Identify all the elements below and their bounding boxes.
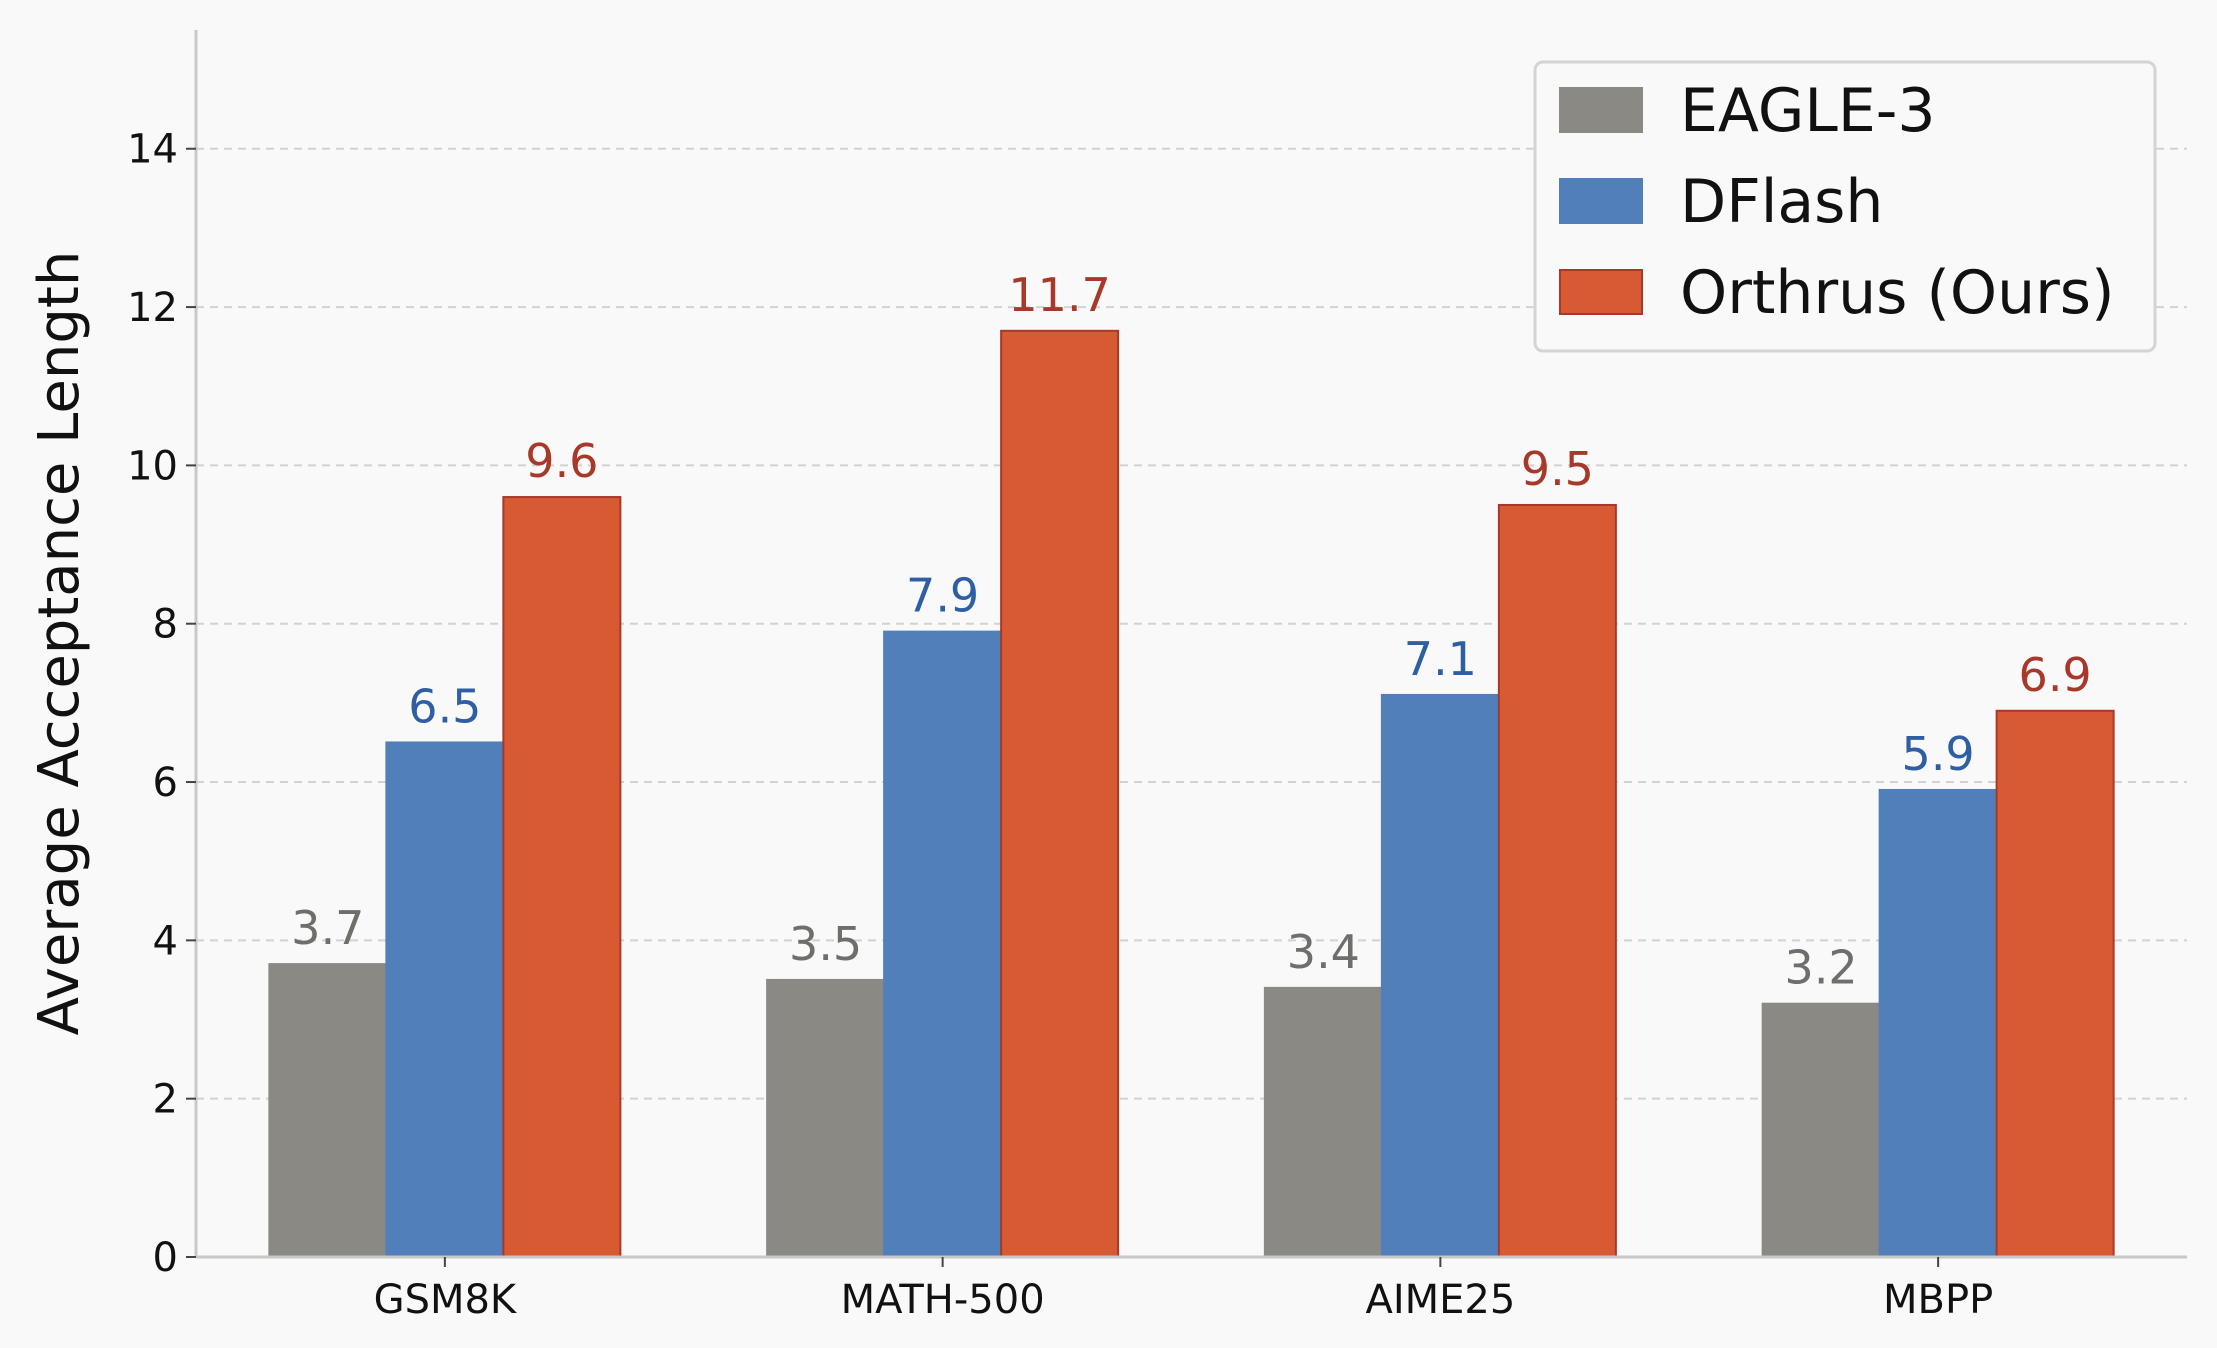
y-tick-label: 6 — [153, 760, 178, 806]
bar-value-label: 9.6 — [525, 434, 598, 488]
y-tick-label: 10 — [127, 443, 178, 489]
y-tick-labels: 0 2 4 6 8 10 12 14 — [127, 127, 196, 1281]
bar-value-label: 7.9 — [906, 569, 979, 623]
bar-value-label: 3.4 — [1287, 925, 1360, 979]
legend-label: DFlash — [1680, 167, 1883, 237]
bar — [1878, 788, 1998, 1258]
y-tick-label: 4 — [153, 918, 178, 964]
legend: EAGLE-3 DFlash Orthrus (Ours) — [1533, 60, 2157, 353]
axes — [194, 30, 2187, 1259]
legend-label: EAGLE-3 — [1680, 76, 1936, 146]
bar-value-label: 9.5 — [1521, 442, 1594, 496]
bar — [883, 630, 1003, 1258]
bar-value-label: 3.2 — [1785, 941, 1858, 995]
x-tick-label: MBPP — [1883, 1277, 1993, 1323]
bar-value-label: 5.9 — [1902, 727, 1975, 781]
x-tick-label: MATH-500 — [841, 1277, 1045, 1323]
bar — [1000, 329, 1120, 1258]
y-tick-label: 14 — [127, 127, 178, 173]
legend-box — [1533, 60, 2157, 353]
x-tick-labels: GSM8K MATH-500 AIME25 MBPP — [374, 1257, 1993, 1323]
bar — [1497, 503, 1617, 1259]
bar — [1995, 709, 2115, 1258]
bar — [1380, 693, 1500, 1258]
bar — [385, 741, 505, 1258]
bar-value-label: 11.7 — [1008, 268, 1110, 322]
bar — [1761, 1002, 1881, 1259]
bar — [766, 978, 886, 1258]
y-axis-title: Average Acceptance Length — [27, 251, 92, 1036]
data-labels: 3.7 6.5 9.6 3.5 7.9 11.7 3.4 7.1 9.5 3.2 5.9 6.9 — [291, 268, 2091, 995]
legend-swatch — [1559, 178, 1643, 224]
x-tick-label: GSM8K — [374, 1277, 518, 1323]
legend-swatch — [1559, 87, 1643, 133]
legend-swatch — [1559, 269, 1643, 315]
bars — [268, 329, 2115, 1259]
bar-value-label: 6.5 — [408, 679, 481, 733]
y-tick-label: 0 — [153, 1235, 178, 1281]
bar-value-label: 3.5 — [789, 917, 862, 971]
legend-label: Orthrus (Ours) — [1680, 258, 2114, 328]
y-tick-label: 12 — [127, 285, 178, 331]
x-tick-label: AIME25 — [1365, 1277, 1515, 1323]
bar-value-label: 6.9 — [2019, 648, 2092, 702]
bar — [502, 496, 622, 1258]
y-tick-label: 8 — [153, 602, 178, 648]
bar-value-label: 3.7 — [291, 901, 364, 955]
y-tick-label: 2 — [153, 1077, 178, 1123]
bar-value-label: 7.1 — [1404, 632, 1477, 686]
bar — [1263, 986, 1383, 1258]
bar — [268, 963, 388, 1258]
